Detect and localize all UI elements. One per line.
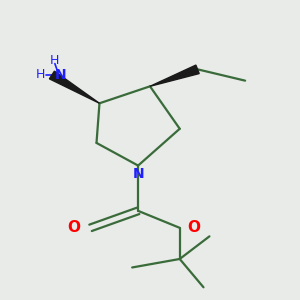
Polygon shape: [50, 71, 100, 103]
Text: N: N: [132, 167, 144, 181]
Polygon shape: [150, 65, 199, 86]
Text: O: O: [68, 220, 81, 235]
Text: H: H: [50, 54, 60, 67]
Text: H: H: [35, 68, 45, 82]
Text: O: O: [188, 220, 200, 235]
Text: N: N: [55, 68, 67, 82]
